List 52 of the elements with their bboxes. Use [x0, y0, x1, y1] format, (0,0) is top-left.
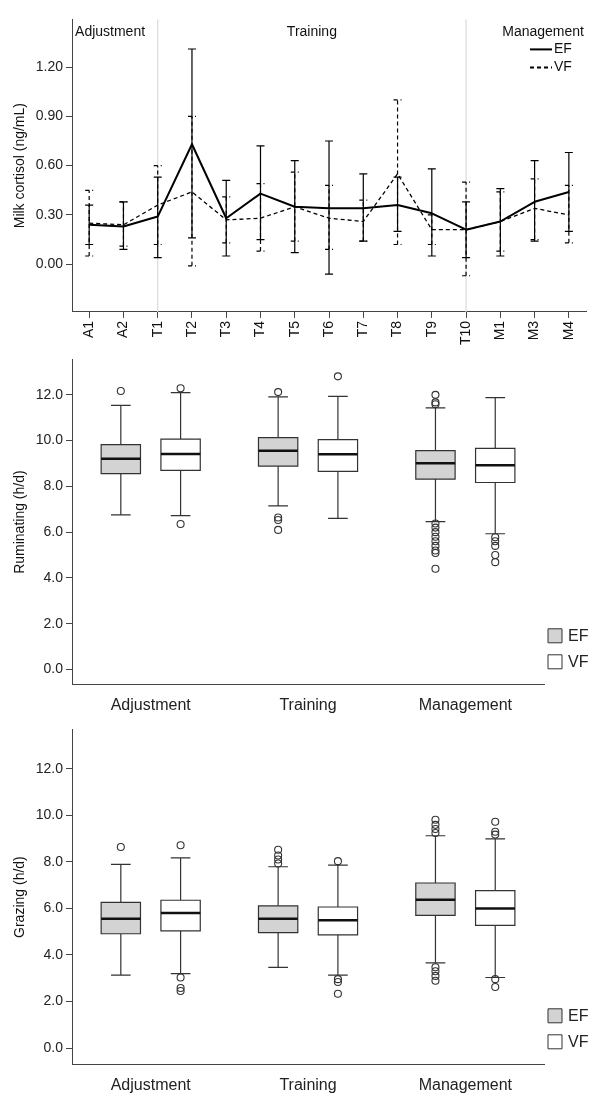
y-axis-title: Grazing (h/d): [11, 856, 28, 938]
x-tick-label: T4: [251, 320, 268, 338]
y-tick-label: 12.0: [35, 385, 64, 402]
x-tick-label: T6: [319, 320, 336, 338]
x-tick-label: T10: [456, 320, 473, 345]
x-tick-label: T3: [217, 320, 234, 338]
y-tick-label: 0.00: [35, 255, 64, 272]
x-tick-label: Adjustment: [110, 695, 192, 713]
x-tick-label: Training: [279, 1075, 337, 1093]
y-tick-label: 1.20: [35, 57, 64, 74]
y-tick-label: 8.0: [43, 852, 64, 869]
annotation: Management: [502, 23, 585, 40]
y-axis-title: Ruminating (h/d): [11, 470, 28, 574]
y-tick-label: 8.0: [43, 477, 64, 494]
y-tick-label: 10.0: [35, 806, 64, 823]
legend-label: EF: [568, 1007, 589, 1025]
legend-label: EF: [568, 627, 589, 645]
y-tick-label: 4.0: [43, 945, 64, 962]
annotation: Training: [286, 23, 337, 40]
y-tick-label: 2.0: [43, 614, 64, 631]
y-tick-label: 6.0: [43, 899, 64, 916]
y-tick-label: 4.0: [43, 568, 64, 585]
x-tick-label: T5: [285, 320, 302, 338]
y-tick-label: 0.60: [35, 156, 64, 173]
legend-label: VF: [568, 1033, 589, 1051]
x-tick-label: M1: [491, 320, 508, 341]
x-tick-label: T7: [354, 320, 371, 338]
x-tick-label: A2: [114, 320, 131, 338]
y-tick-label: 6.0: [43, 523, 64, 540]
x-tick-label: M4: [559, 320, 576, 341]
x-tick-label: Management: [418, 1075, 513, 1093]
y-axis-title: Milk cortisol (ng/mL): [11, 103, 28, 229]
y-tick-label: 0.0: [43, 660, 64, 677]
legend-label: VF: [568, 653, 589, 671]
x-tick-label: Adjustment: [110, 1075, 192, 1093]
y-tick-label: 0.90: [35, 107, 64, 124]
x-tick-label: T8: [388, 320, 405, 338]
legend-label: VF: [554, 58, 572, 75]
y-tick-label: 10.0: [35, 431, 64, 448]
x-tick-label: Management: [418, 695, 513, 713]
x-tick-label: T1: [148, 320, 165, 338]
x-tick-label: M3: [525, 320, 542, 341]
x-tick-label: Training: [279, 695, 337, 713]
x-tick-label: A1: [80, 320, 97, 338]
y-tick-label: 12.0: [35, 759, 64, 776]
y-tick-label: 0.30: [35, 205, 64, 222]
y-tick-label: 2.0: [43, 992, 64, 1009]
x-tick-label: T2: [182, 320, 199, 338]
y-tick-label: 0.0: [43, 1038, 64, 1055]
legend-label: EF: [554, 40, 572, 57]
annotation: Adjustment: [75, 23, 146, 40]
x-tick-label: T9: [422, 320, 439, 338]
